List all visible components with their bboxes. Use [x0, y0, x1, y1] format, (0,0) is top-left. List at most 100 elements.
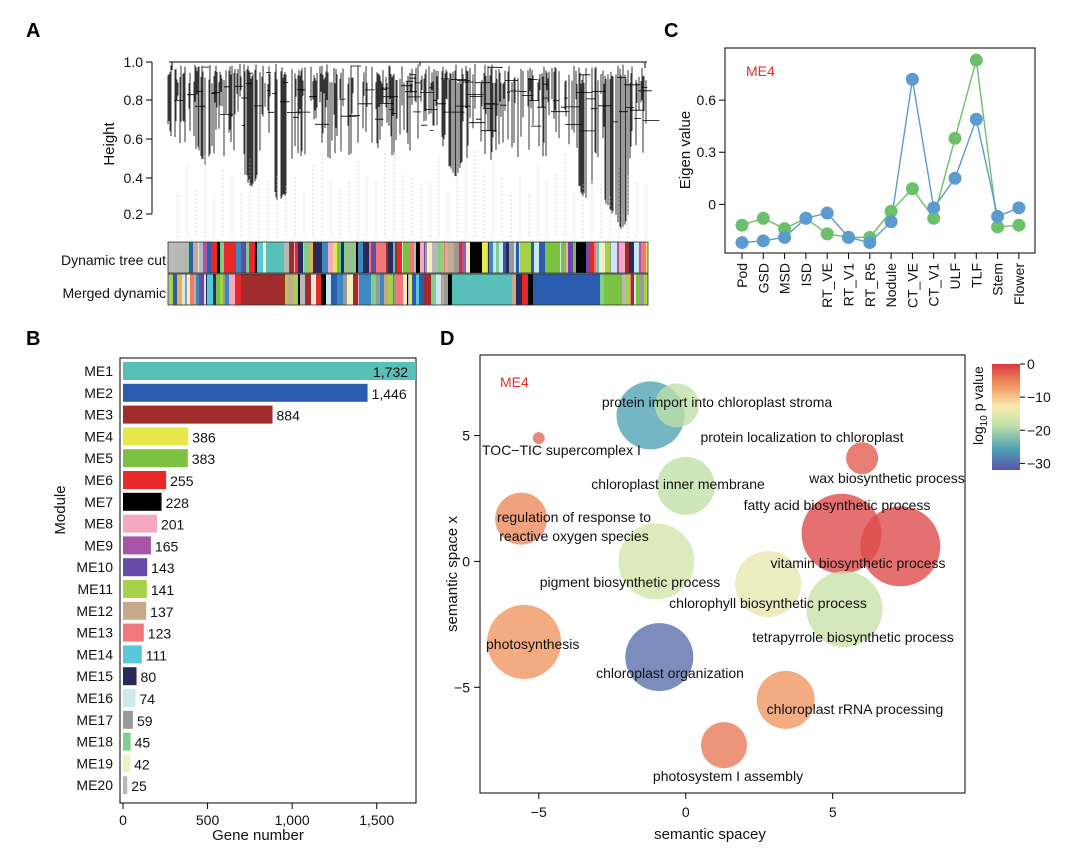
colorbar-segment [321, 274, 326, 305]
bar-value-label: 25 [131, 778, 147, 794]
colorbar-segment [604, 274, 622, 305]
colorbar-segment [462, 242, 466, 273]
colorbar-segment [363, 242, 369, 273]
colorbar-segment [641, 242, 646, 273]
bar-value-label: 45 [135, 735, 151, 751]
colorbar-segment [376, 274, 380, 305]
colorbar-segment [520, 242, 531, 273]
bar-value-label: 1,732 [373, 364, 408, 380]
colorbar-segment [216, 274, 220, 305]
line-point [735, 218, 749, 232]
colorbar-tick-label: −30 [1027, 455, 1051, 471]
bar-category-label: ME10 [76, 559, 113, 575]
colorbar-segment [515, 242, 516, 273]
colorbar-segment [424, 274, 426, 305]
bar-category-label: ME9 [84, 537, 113, 553]
bar-category-label: ME17 [76, 712, 113, 728]
bubble [618, 523, 695, 600]
colorbar-segment [589, 242, 594, 273]
bar-x-tick-label: 1,000 [275, 812, 310, 828]
bar-y-label: Module [52, 485, 69, 534]
colorbar-segment [545, 242, 560, 273]
bubble-x-label: semantic spacey [654, 826, 766, 843]
line-x-tick-label: RT_V1 [841, 263, 857, 307]
bar-value-label: 137 [150, 604, 174, 620]
colorbar-segment [304, 242, 310, 273]
colorbar-segment [331, 274, 337, 305]
colorbar-segment [431, 274, 433, 305]
bar-me3 [123, 405, 273, 424]
line-point [820, 227, 834, 241]
colorbar-segment [310, 242, 313, 273]
colorbar-segment [263, 242, 266, 273]
colorbar-segment [539, 242, 545, 273]
colorbar-segment [433, 274, 436, 305]
bar-category-label: ME1 [84, 363, 113, 379]
bubble-plot-module-tag: ME4 [500, 374, 529, 390]
colorbar-segment [193, 242, 197, 273]
colorbar-segment [190, 274, 194, 305]
colorbar-segment [466, 242, 470, 273]
bar-category-label: ME13 [76, 625, 113, 641]
line-x-tick-label: Flower [1011, 263, 1027, 305]
colorbar-segment [506, 242, 509, 273]
bubble-label: photosystem I assembly [653, 768, 803, 784]
colorbar-segment [199, 274, 204, 305]
bar-category-label: ME8 [84, 516, 113, 532]
bar-value-label: 884 [277, 408, 301, 424]
dendrogram-y-tick-label: 0.2 [124, 206, 144, 222]
colorbar-segment [359, 274, 365, 305]
line-y-ticks: 0.6 0.3 0 [697, 92, 725, 212]
colorbar-segment [305, 274, 311, 305]
colorbar-segment [220, 242, 224, 273]
bar-category-label: ME15 [76, 668, 113, 684]
colorbar-segment [365, 274, 371, 305]
colorbar-segment [185, 274, 187, 305]
bar-value-label: 123 [148, 626, 172, 642]
colorbar-segment [356, 242, 358, 273]
bar-me16 [123, 689, 136, 707]
colorbar-tick-label: −10 [1027, 389, 1051, 405]
bar-x-tick-label: 0 [119, 812, 127, 828]
line-point [735, 236, 749, 250]
colorbar-segment [393, 242, 395, 273]
bar-me5 [123, 449, 188, 468]
line-x-tick-label: ISD [798, 263, 814, 286]
colorbar-segment [489, 242, 493, 273]
colorbar-segment [303, 242, 304, 273]
line-x-tick-label: Nodule [883, 263, 899, 308]
colorbar-segment [436, 274, 441, 305]
line-point [905, 72, 919, 86]
bar-category-label: ME3 [84, 407, 113, 423]
colorbar-segment [625, 242, 629, 273]
colorbar-segment [424, 242, 425, 273]
colorbar-segment [266, 242, 284, 273]
colorbar-segment [420, 242, 424, 273]
colorbar-segment [168, 242, 185, 273]
colorbar-segment [257, 242, 258, 273]
bubble-label: chloroplast rRNA processing [767, 701, 944, 717]
line-point [1012, 218, 1026, 232]
line-x-tick-label: GSD [755, 263, 771, 293]
bubble-label: vitamin biosynthetic process [770, 555, 945, 571]
colorbar-segment [561, 242, 566, 273]
colorbar-segment [496, 242, 499, 273]
colorbar-segment [298, 274, 300, 305]
colorbar-segment [407, 274, 408, 305]
colorbar-segment [487, 242, 488, 273]
bar-category-label: ME20 [76, 777, 113, 793]
colorbar-segment [224, 242, 236, 273]
colorbar-segment [185, 242, 186, 273]
bubble-y-label: semantic space x [444, 516, 461, 632]
line-plot-frame [724, 47, 1036, 254]
colorbar-segment [220, 274, 223, 305]
bar-me8 [123, 514, 157, 533]
bubble [532, 432, 545, 445]
colorbar-segment [427, 242, 432, 273]
line-point [799, 211, 813, 225]
panel-label-a: A [26, 20, 40, 42]
colorbar-segment [337, 242, 340, 273]
dendrogram-y-ticks: 1.0 0.8 0.6 0.4 0.2 [124, 54, 152, 222]
colorbar-segment [369, 242, 371, 273]
colorbar-segment [476, 242, 482, 273]
